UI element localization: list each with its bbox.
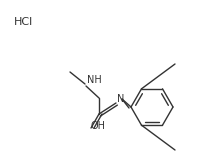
- Text: OH: OH: [91, 121, 106, 131]
- Text: NH: NH: [87, 75, 102, 85]
- Text: HCl: HCl: [14, 17, 33, 27]
- Text: N: N: [117, 94, 124, 104]
